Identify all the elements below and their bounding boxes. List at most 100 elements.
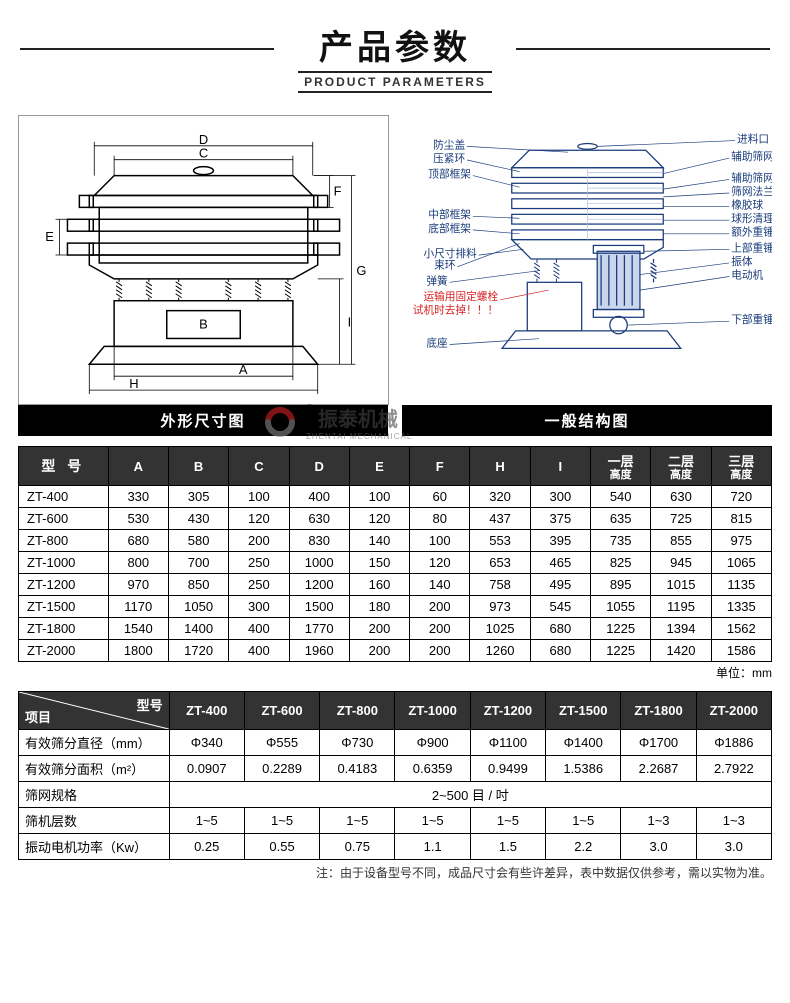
- cell: 300: [530, 486, 590, 508]
- cell: 200: [410, 618, 470, 640]
- cell: 1135: [711, 574, 771, 596]
- cell: 1335: [711, 596, 771, 618]
- cell: 1.1: [395, 834, 470, 860]
- cell: 120: [229, 508, 289, 530]
- cell: 1800: [108, 640, 168, 662]
- cell: 465: [530, 552, 590, 574]
- cell: 2~500 目 / 吋: [169, 782, 771, 808]
- col-header: I: [530, 447, 590, 486]
- cell: 160: [349, 574, 409, 596]
- table-row: ZT-2000180017204001960200200126068012251…: [19, 640, 772, 662]
- callout-warn-1: 运输用固定螺栓: [423, 290, 498, 303]
- corner-item-label: 项目: [25, 707, 51, 726]
- callout-rubber-ball: 橡胶球: [731, 199, 763, 212]
- table-row: 有效筛分面积（m²）0.09070.22890.41830.63590.9499…: [19, 756, 772, 782]
- callout-screen-flange: 筛网法兰: [731, 185, 772, 198]
- cell: ZT-800: [19, 530, 109, 552]
- cell: 630: [651, 486, 711, 508]
- dim-label-a: A: [239, 362, 248, 377]
- row-label: 有效筛分直径（mm）: [19, 730, 170, 756]
- cell: 825: [591, 552, 651, 574]
- col-header: ZT-400: [169, 692, 244, 730]
- diagram-dimension-outline: D C F E G I B A H: [18, 115, 389, 405]
- col-header: 三层高度: [711, 447, 771, 486]
- cell: 1~3: [621, 808, 696, 834]
- callout-dust-cover: 防尘盖: [433, 138, 465, 151]
- callout-upper-weight: 上部重锤: [731, 241, 772, 254]
- cell: 140: [410, 574, 470, 596]
- cell: 895: [591, 574, 651, 596]
- cell: Φ1886: [696, 730, 771, 756]
- cell: 80: [410, 508, 470, 530]
- row-label: 筛网规格: [19, 782, 170, 808]
- footnote: 注：由于设备型号不同，成品尺寸会有些许差异，表中数据仅供参考，需以实物为准。: [0, 864, 772, 881]
- cell: 1.5386: [546, 756, 621, 782]
- cell: 200: [410, 640, 470, 662]
- cell: 100: [229, 486, 289, 508]
- cell: 140: [349, 530, 409, 552]
- callout-motor: 电动机: [731, 268, 763, 281]
- dim-label-f: F: [334, 183, 342, 198]
- callout-base: 底座: [426, 336, 448, 349]
- cell: 320: [470, 486, 530, 508]
- cell: 1.5: [470, 834, 545, 860]
- structure-svg: 防尘盖 压紧环 顶部框架 中部框架 底部框架 小尺寸排料 束环 弹簧 底座 运输…: [403, 115, 772, 405]
- table-row: 筛机层数1~51~51~51~51~51~51~31~3: [19, 808, 772, 834]
- cell: 1025: [470, 618, 530, 640]
- corner-header: 项目 型号: [19, 692, 170, 730]
- cell: 200: [410, 596, 470, 618]
- dim-label-e: E: [45, 229, 54, 244]
- cell: 1050: [168, 596, 228, 618]
- table-row: 型 号ABCDEFHI一层高度二层高度三层高度: [19, 447, 772, 486]
- cell: 120: [349, 508, 409, 530]
- col-header: ZT-800: [320, 692, 395, 730]
- callout-bottom-frame: 底部框架: [428, 222, 471, 235]
- cell: ZT-1800: [19, 618, 109, 640]
- cell: 1420: [651, 640, 711, 662]
- callout-small-discharge: 小尺寸排料: [423, 247, 477, 260]
- cell: Φ555: [244, 730, 319, 756]
- cell: 100: [349, 486, 409, 508]
- dimension-svg: D C F E G I B A H: [19, 116, 388, 404]
- cell: 1225: [591, 640, 651, 662]
- cell: ZT-400: [19, 486, 109, 508]
- cell: 400: [229, 640, 289, 662]
- cell: 530: [108, 508, 168, 530]
- callout-extra-weight-plate: 额外重锤板: [731, 226, 772, 239]
- cell: 973: [470, 596, 530, 618]
- cell: 653: [470, 552, 530, 574]
- col-header: B: [168, 447, 228, 486]
- cell: 0.6359: [395, 756, 470, 782]
- table-row: ZT-1500117010503001500180200973545105511…: [19, 596, 772, 618]
- cell: 200: [229, 530, 289, 552]
- cell: 3.0: [696, 834, 771, 860]
- col-header: E: [349, 447, 409, 486]
- table-row: 项目 型号 ZT-400ZT-600ZT-800ZT-1000ZT-1200ZT…: [19, 692, 772, 730]
- cell: 815: [711, 508, 771, 530]
- cell: 100: [410, 530, 470, 552]
- cell: ZT-600: [19, 508, 109, 530]
- callout-ball-clean-plate: 球形清理板: [731, 212, 772, 225]
- cell: 0.25: [169, 834, 244, 860]
- cell: 1~5: [470, 808, 545, 834]
- cell: 1~5: [169, 808, 244, 834]
- callout-bundle-ring: 束环: [434, 260, 456, 272]
- cell: 830: [289, 530, 349, 552]
- col-header: ZT-1500: [546, 692, 621, 730]
- col-header: ZT-600: [244, 692, 319, 730]
- table-row: ZT-40033030510040010060320300540630720: [19, 486, 772, 508]
- cell: Φ340: [169, 730, 244, 756]
- cell: 400: [229, 618, 289, 640]
- col-header: D: [289, 447, 349, 486]
- col-header: H: [470, 447, 530, 486]
- col-header: ZT-2000: [696, 692, 771, 730]
- cell: 855: [651, 530, 711, 552]
- cell: 1400: [168, 618, 228, 640]
- cell: 1055: [591, 596, 651, 618]
- cell: 0.4183: [320, 756, 395, 782]
- table-row: 筛网规格2~500 目 / 吋: [19, 782, 772, 808]
- cell: 1260: [470, 640, 530, 662]
- cell: 495: [530, 574, 590, 596]
- cell: 0.75: [320, 834, 395, 860]
- col-header: 二层高度: [651, 447, 711, 486]
